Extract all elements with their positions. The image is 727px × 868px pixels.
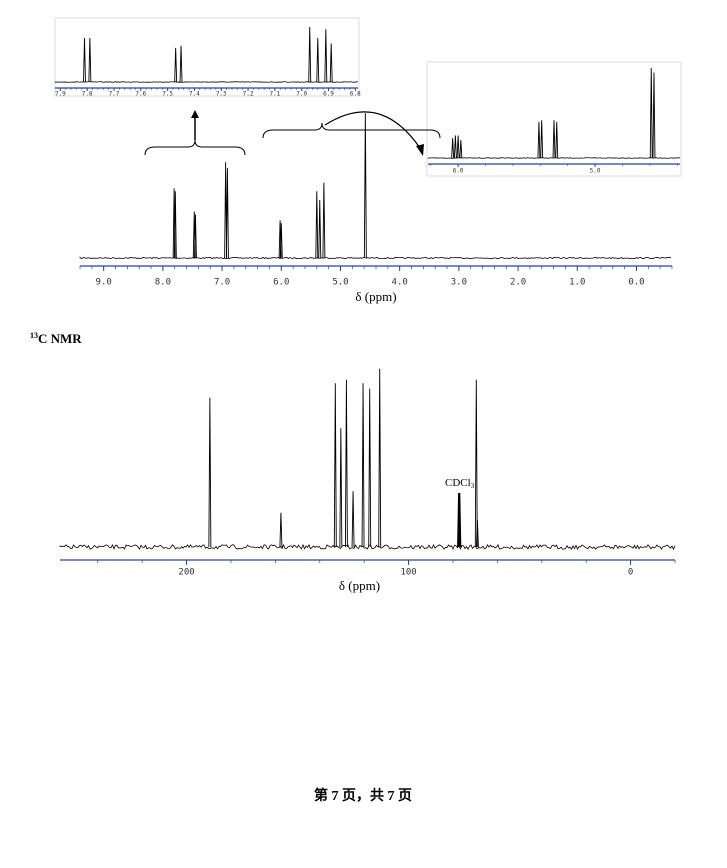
peak [459, 139, 463, 159]
annotation-text: CDCl [445, 477, 471, 489]
peak [315, 191, 319, 259]
x-tick-label: 0 [628, 568, 633, 578]
peak [368, 388, 372, 548]
peak [279, 512, 283, 548]
inset-frame [426, 61, 682, 177]
peak [174, 47, 178, 83]
peak [324, 29, 328, 83]
peak [318, 199, 322, 259]
subscript: 3 [471, 482, 475, 490]
x-tick-label: 7.9 [55, 91, 66, 98]
peak [537, 121, 541, 159]
x-tick-label: 2.0 [510, 278, 526, 288]
x-axis-label: δ (ppm) [355, 289, 396, 304]
page-footer: 第 7 页，共 7 页 [314, 787, 412, 804]
arrow [324, 111, 421, 149]
peak [456, 135, 460, 159]
x-tick-label: 7.1 [269, 91, 280, 98]
peak [457, 492, 461, 548]
x-tick-label: 6.0 [273, 278, 289, 288]
x-tick-label: 6.9 [323, 91, 334, 98]
peak [224, 162, 228, 259]
peak [329, 43, 333, 83]
peak [88, 37, 92, 83]
arrowhead [416, 144, 424, 156]
inset-frame [54, 17, 360, 97]
x-tick-label: 7.7 [109, 91, 120, 98]
peak [453, 135, 457, 159]
x-tick-label: 7.6 [135, 91, 146, 98]
baseline [427, 157, 681, 159]
baseline [54, 81, 359, 83]
x-tick-label: 100 [400, 568, 416, 578]
x-tick-label: 5.0 [590, 168, 601, 175]
peak [652, 72, 656, 159]
bracket [262, 122, 441, 139]
peak [552, 120, 556, 159]
peak [179, 45, 183, 83]
superscript: 13 [30, 331, 38, 340]
peak [225, 168, 229, 259]
heading-text: C NMR [38, 331, 82, 346]
x-tick-label: 7.0 [296, 91, 307, 98]
peak [451, 138, 455, 159]
peak [279, 223, 283, 259]
peak [351, 491, 355, 548]
x-tick-label: 200 [178, 568, 194, 578]
x-tick-label: 9.0 [96, 278, 112, 288]
peak [208, 397, 212, 548]
x-tick-label: 3.0 [451, 278, 467, 288]
peak [474, 379, 478, 548]
x-tick-label: 8.0 [155, 278, 171, 288]
annotation: CDCl3 [445, 477, 475, 490]
bracket [144, 139, 246, 156]
x-tick-label: 6.8 [350, 91, 361, 98]
section-heading: 13C NMR [30, 331, 82, 346]
peak [363, 112, 367, 259]
x-tick-label: 7.8 [82, 91, 93, 98]
x-tick-label: 0.0 [628, 278, 644, 288]
peak [193, 214, 197, 259]
x-tick-label: 5.0 [332, 278, 348, 288]
x-tick-label: 6.0 [453, 168, 464, 175]
x-tick-label: 7.5 [162, 91, 173, 98]
peak [540, 120, 544, 159]
x-tick-label: 7.4 [189, 91, 200, 98]
baseline [79, 256, 672, 260]
peak [649, 67, 653, 159]
peak [333, 383, 337, 548]
peak [344, 379, 348, 548]
peak [458, 492, 462, 548]
peak [83, 37, 86, 83]
peak [339, 428, 343, 548]
peak [475, 519, 479, 548]
peak [173, 191, 177, 259]
peak [555, 121, 559, 159]
x-axis-label: δ (ppm) [339, 578, 380, 593]
peak [322, 182, 326, 259]
x-tick-label: 7.0 [214, 278, 230, 288]
x-tick-label: 7.2 [243, 91, 254, 98]
peak [316, 37, 320, 83]
x-tick-label: 4.0 [392, 278, 408, 288]
peak [361, 383, 365, 548]
baseline [59, 543, 676, 551]
peak [308, 26, 312, 83]
arrowhead [191, 110, 199, 118]
peak [378, 368, 382, 548]
x-tick-label: 1.0 [569, 278, 585, 288]
x-tick-label: 7.3 [216, 91, 227, 98]
